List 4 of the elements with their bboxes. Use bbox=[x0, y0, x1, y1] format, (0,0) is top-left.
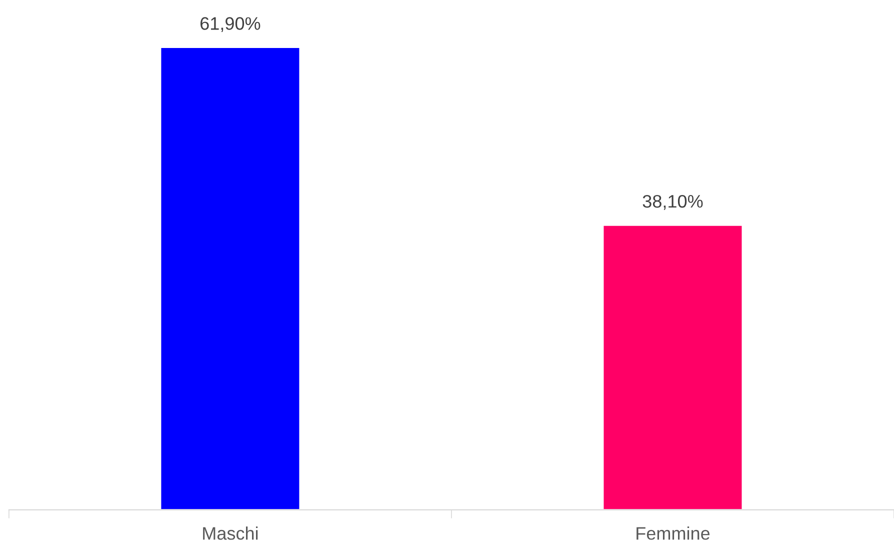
data-label: 38,10% bbox=[642, 194, 703, 210]
x-tick-label: Femmine bbox=[636, 526, 710, 540]
data-label: 61,90% bbox=[200, 17, 260, 32]
x-tick-label: Maschi bbox=[203, 526, 258, 540]
